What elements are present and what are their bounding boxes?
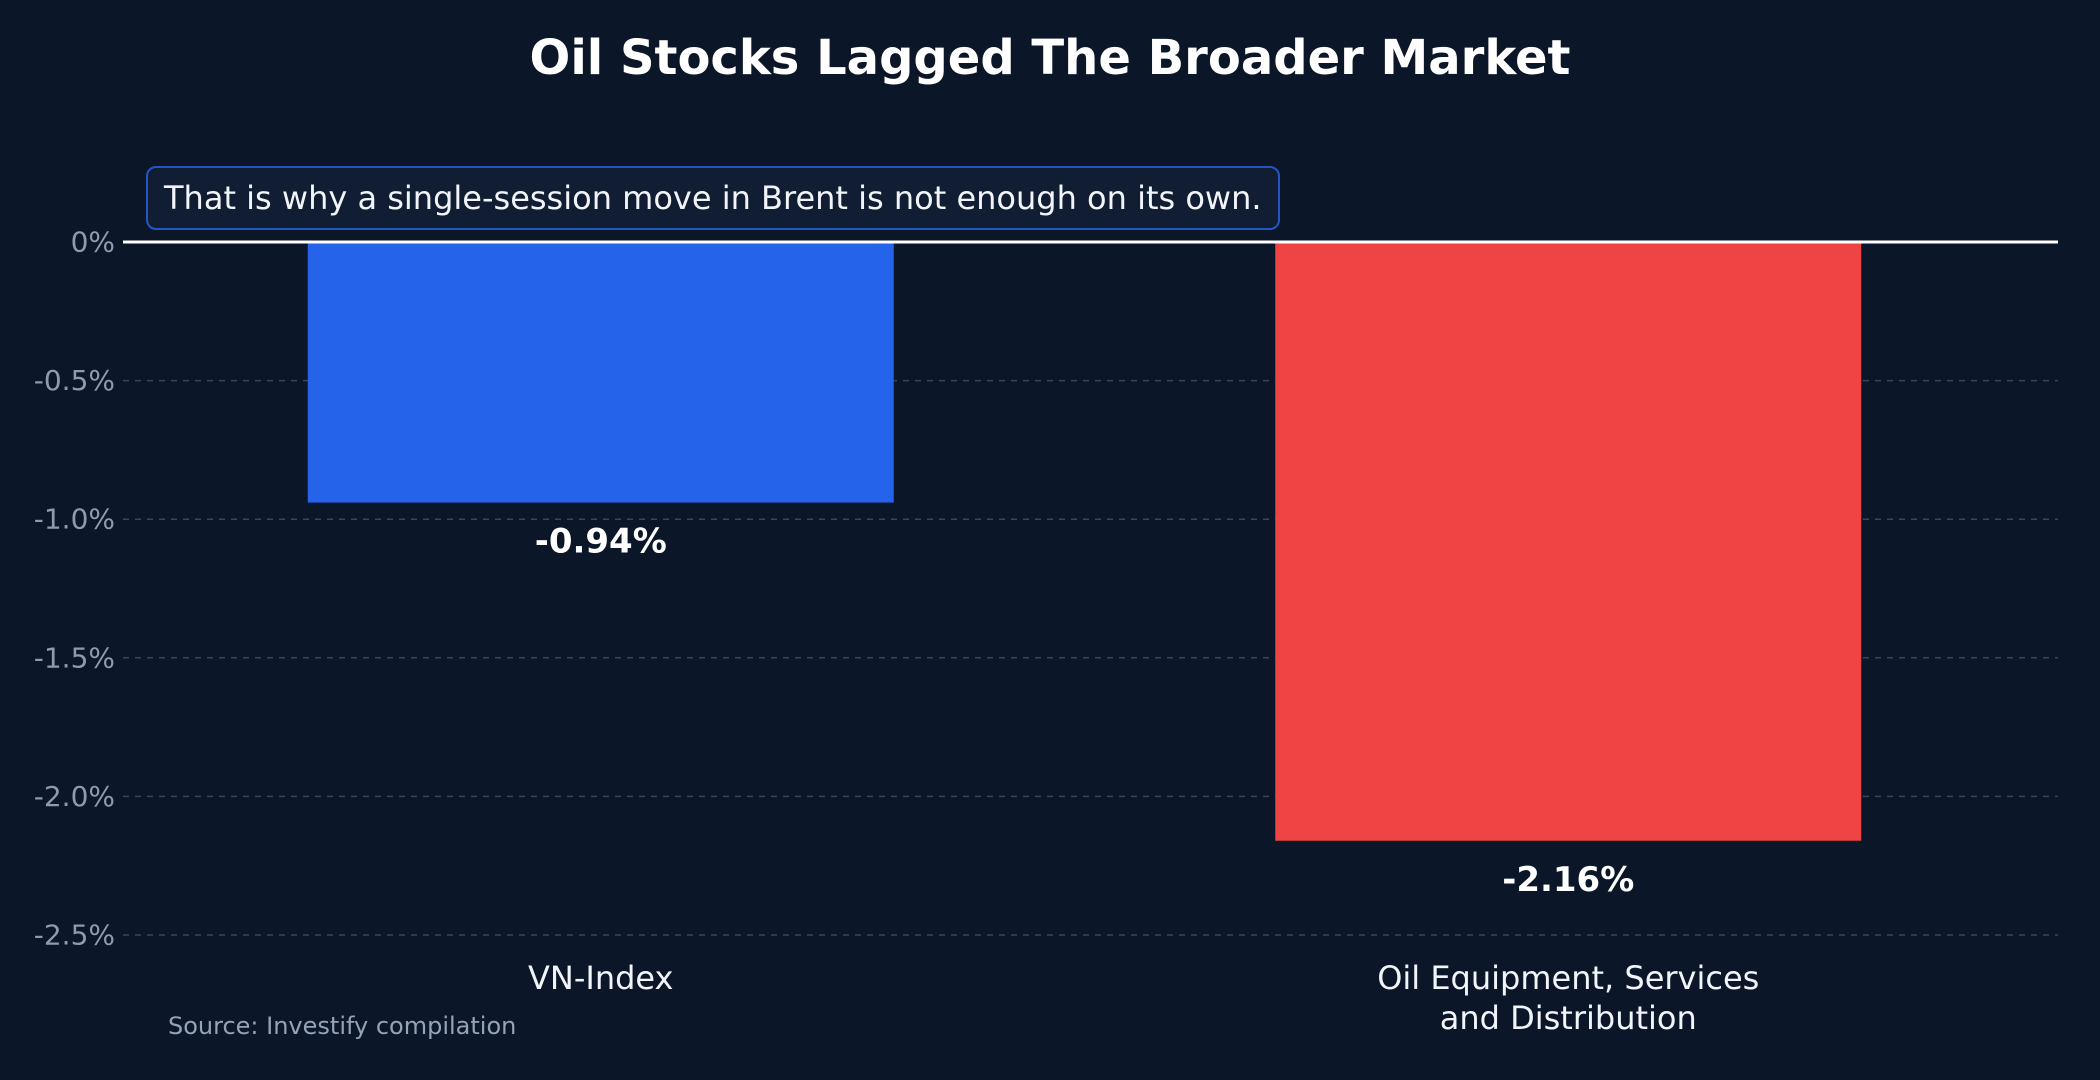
x-tick-label: and Distribution: [1440, 999, 1697, 1037]
x-tick-label: VN-Index: [528, 959, 673, 997]
y-tick-label: -2.5%: [34, 919, 115, 952]
y-tick-label: -1.5%: [34, 641, 115, 674]
bar: [1275, 242, 1862, 841]
chart-title: Oil Stocks Lagged The Broader Market: [529, 30, 1571, 86]
y-tick-label: 0%: [71, 226, 115, 259]
bar: [307, 242, 894, 503]
data-label: -2.16%: [1502, 860, 1634, 900]
y-tick-label: -0.5%: [34, 364, 115, 397]
y-tick-label: -2.0%: [34, 780, 115, 813]
chart-annotation: That is why a single-session move in Bre…: [146, 166, 1280, 230]
y-tick-label: -1.0%: [34, 503, 115, 536]
source-note: Source: Investify compilation: [168, 1012, 517, 1040]
x-tick-label: Oil Equipment, Services: [1377, 959, 1759, 997]
data-label: -0.94%: [535, 522, 667, 562]
